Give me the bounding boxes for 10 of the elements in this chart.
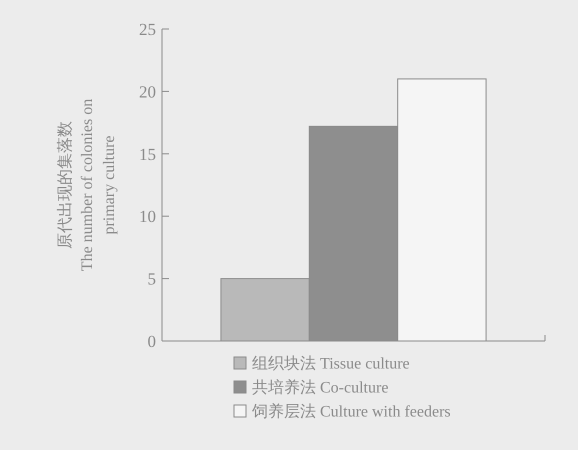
y-tick-label: 20 [139, 82, 156, 102]
y-tick-label: 10 [139, 207, 156, 226]
y-axis-title: 原代出现的集落数 The number of colonies on primary culture [56, 98, 118, 272]
legend-label: 组织块法 Tissue culture [252, 354, 410, 373]
legend-label: 共培养法 Co-culture [252, 378, 388, 397]
y-tick-label: 15 [139, 144, 156, 164]
y-tick-label: 5 [148, 270, 156, 289]
legend-label: 饲养层法 Culture with feeders [251, 402, 451, 421]
y-tick-label: 0 [148, 332, 156, 351]
y-tick-label: 25 [139, 20, 156, 39]
